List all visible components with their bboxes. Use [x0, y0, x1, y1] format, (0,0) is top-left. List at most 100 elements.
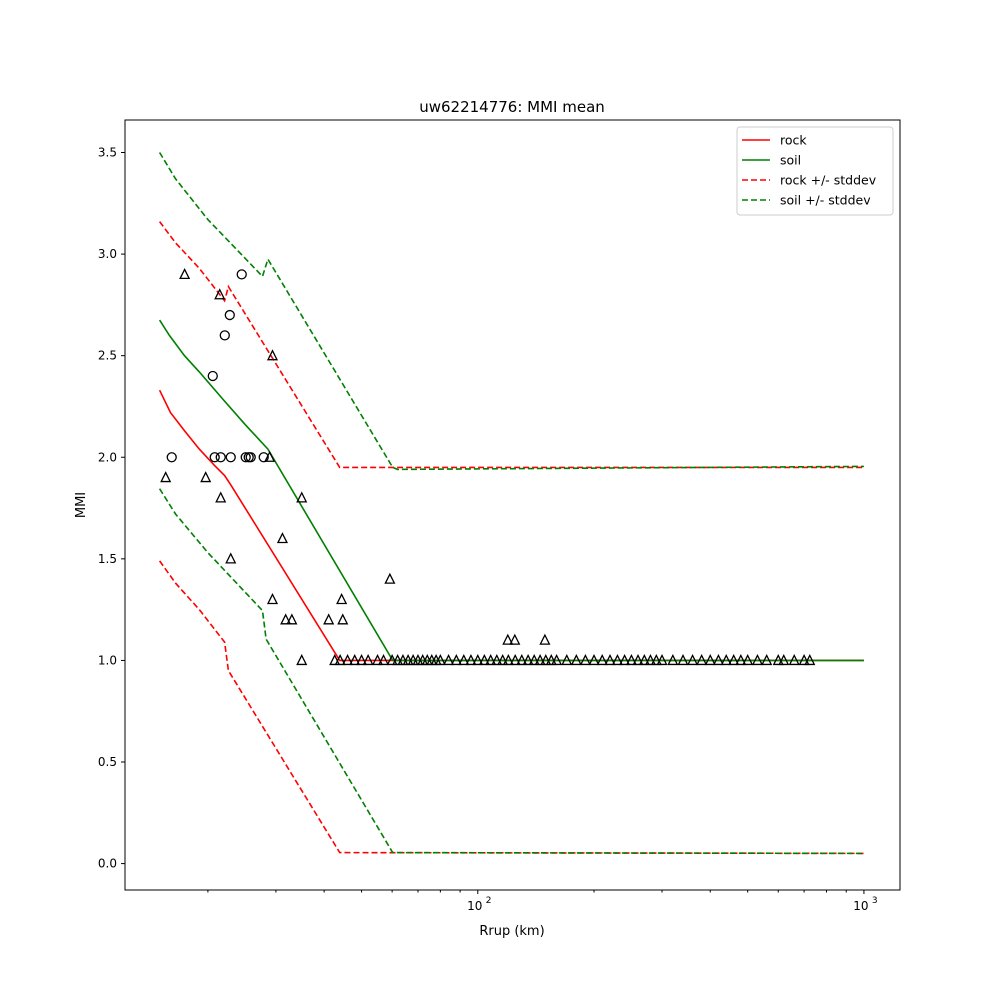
triangle-marker [540, 653, 552, 666]
legend-label: rock [780, 133, 807, 148]
y-tick-label: 1.5 [98, 552, 117, 566]
circle-marker [240, 452, 251, 463]
triangle-marker [450, 653, 462, 666]
triangle-marker [342, 653, 354, 666]
triangle-marker [286, 613, 298, 625]
triangle-marker [509, 653, 521, 666]
triangle-marker [545, 653, 557, 666]
axes: 0.0 0.5 1.0 1.5 2.0 2.5 3.0 3.5 10 2 10 3 [98, 119, 901, 913]
rock-stddev-lower-line [158, 560, 864, 855]
triangle-marker [516, 653, 528, 666]
triangle-marker [742, 653, 754, 666]
triangle-marker [334, 653, 346, 666]
triangle-marker [650, 653, 662, 666]
triangle-marker [798, 653, 810, 666]
legend-box [736, 126, 894, 216]
y-tick-label: 3.5 [98, 146, 117, 160]
triangle-marker [472, 653, 484, 666]
triangle-marker [604, 653, 616, 666]
circle-marker [245, 452, 256, 463]
triangle-marker [355, 653, 368, 666]
y-tick-label: 3.0 [98, 247, 117, 261]
triangle-marker [761, 653, 773, 666]
triangle-marker [362, 653, 374, 666]
y-tick-label: 1.0 [98, 653, 117, 667]
legend-label: soil +/- stddev [780, 193, 871, 208]
triangle-marker [772, 653, 784, 666]
x-tick-label: 10 [467, 899, 482, 913]
triangle-marker [534, 653, 546, 666]
triangle-marker [434, 653, 446, 666]
triangle-marker [728, 653, 740, 666]
triangle-marker [570, 653, 582, 666]
chart-title: uw62214776: MMI mean [419, 98, 605, 116]
soil-stddev-lower-line [158, 488, 864, 855]
y-tick-label: 2.0 [98, 450, 117, 464]
triangle-marker [337, 613, 349, 625]
triangle-marker [323, 613, 335, 625]
triangle-marker [296, 491, 308, 503]
triangle-marker [458, 653, 470, 666]
triangle-marker [392, 653, 404, 666]
y-axis-label: MMI [74, 492, 89, 518]
triangle-marker [804, 653, 816, 666]
soil-line [158, 319, 864, 662]
triangle-marker [656, 653, 668, 666]
y-tick-label: 0.0 [98, 857, 117, 871]
triangle-marker [266, 593, 279, 605]
triangle-marker [386, 653, 398, 666]
series-group [158, 152, 864, 855]
triangle-marker [502, 653, 514, 666]
triangle-marker [579, 653, 591, 666]
triangle-marker [200, 471, 212, 483]
circle-marker [258, 452, 269, 463]
circle-marker [209, 452, 220, 463]
triangle-marker [377, 653, 390, 666]
circle-marker [166, 452, 177, 463]
triangle-marker [502, 633, 514, 645]
rock-line [158, 389, 864, 662]
triangle-marker [478, 653, 490, 666]
soil-stddev-line [158, 152, 864, 471]
circle-marker [224, 309, 235, 321]
triangle-marker [280, 613, 292, 625]
circle-marker [225, 452, 236, 463]
triangle-marker [638, 653, 650, 666]
triangle-marker [371, 653, 384, 666]
triangle-marker [735, 653, 747, 666]
triangle-marker [179, 267, 191, 280]
triangle-marker [625, 653, 638, 666]
circle-marker [219, 330, 230, 341]
triangle-marker [751, 653, 764, 666]
triangle-marker [225, 552, 237, 564]
triangle-marker [687, 653, 699, 666]
triangle-marker [778, 653, 790, 666]
triangle-marker [264, 450, 276, 462]
axes-frame [124, 119, 901, 891]
triangle-marker [551, 653, 563, 666]
triangle-marker [160, 471, 172, 483]
triangle-marker [485, 653, 497, 666]
triangle-marker [720, 653, 732, 666]
x-axis-label: Rrup (km) [479, 924, 544, 939]
circle-marker [215, 452, 226, 463]
triangle-marker [528, 653, 540, 666]
y-tick-label: 0.5 [98, 755, 117, 769]
triangle-marker [611, 653, 624, 666]
plot-area [158, 152, 864, 855]
triangle-marker [214, 288, 226, 300]
triangle-marker [442, 653, 455, 666]
rock-stddev-line [158, 221, 864, 469]
x-tick-label: 10 [853, 899, 868, 913]
legend: rock soil rock +/- stddev soil +/- stddev [736, 126, 894, 216]
triangle-marker [465, 653, 477, 666]
triangle-marker [497, 653, 509, 666]
triangle-marker [349, 653, 361, 666]
triangle-marker [788, 653, 800, 666]
legend-label: rock +/- stddev [780, 173, 877, 188]
triangle-marker [596, 653, 608, 666]
triangle-marker [266, 349, 279, 361]
triangle-marker [704, 653, 716, 666]
circle-marker [207, 370, 218, 382]
